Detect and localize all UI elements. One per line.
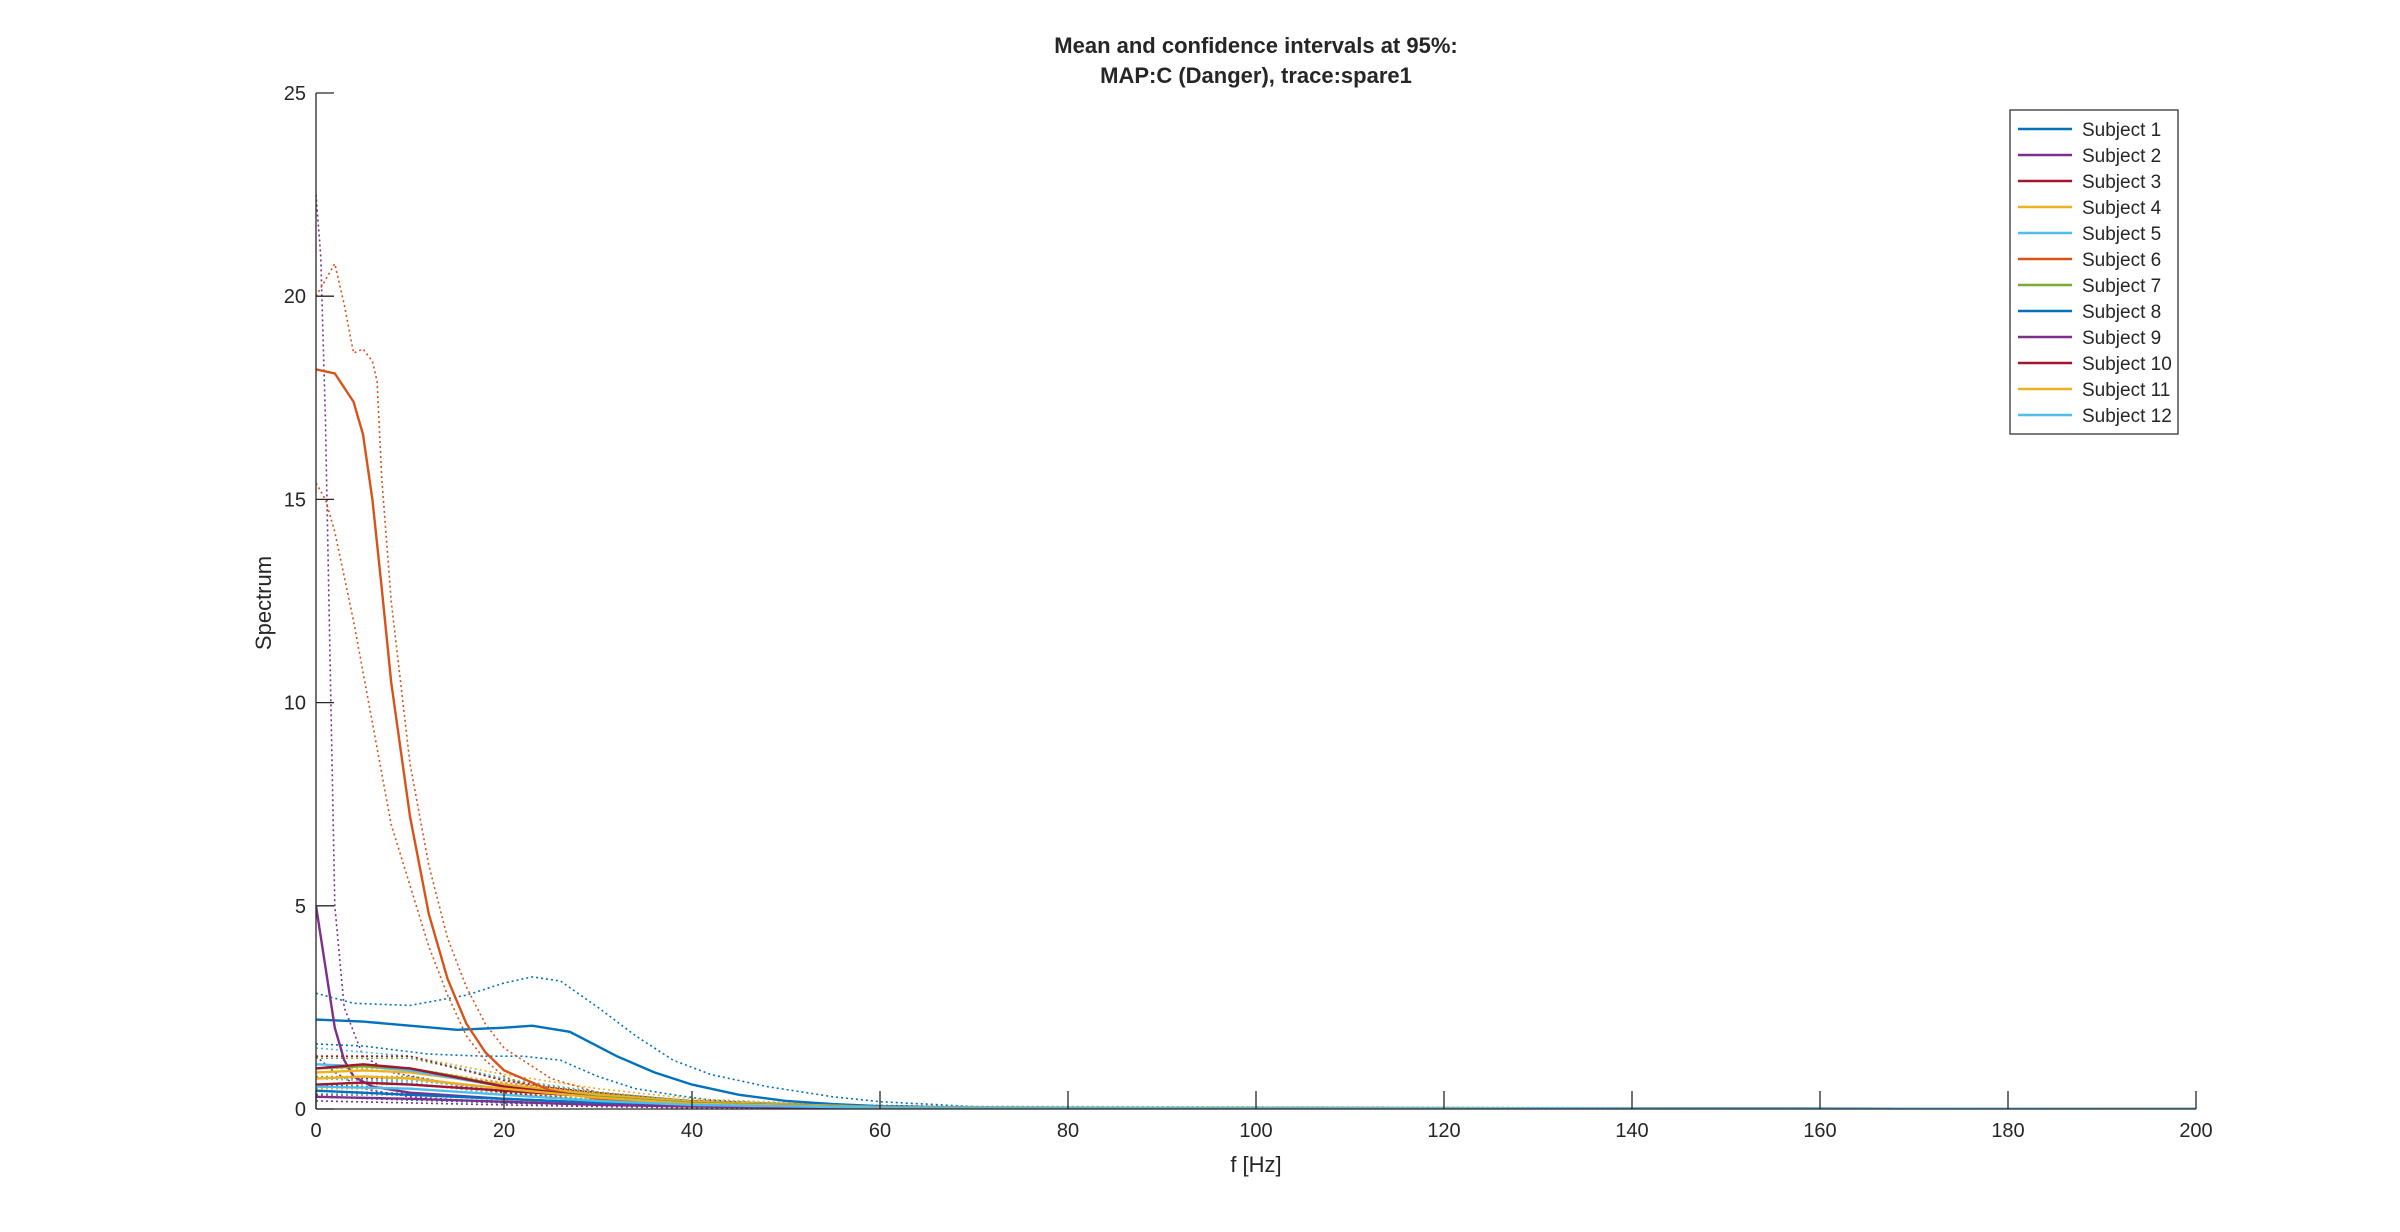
- x-tick-label: 120: [1427, 1120, 1460, 1142]
- legend-entry-label: Subject 12: [2082, 406, 2172, 427]
- x-tick-label: 20: [493, 1120, 515, 1142]
- x-tick-label: 0: [310, 1120, 321, 1142]
- y-tick-label: 15: [284, 489, 306, 511]
- x-tick-label: 80: [1057, 1120, 1079, 1142]
- y-tick-label: 10: [284, 693, 306, 715]
- legend-entry-label: Subject 1: [2082, 120, 2161, 141]
- series-1-ci-upper: [316, 976, 2196, 1109]
- y-tick-label: 25: [284, 83, 306, 105]
- legend-entry-label: Subject 5: [2082, 224, 2161, 245]
- x-tick-label: 60: [869, 1120, 891, 1142]
- y-tick-label: 5: [295, 896, 306, 918]
- x-tick-label: 40: [681, 1120, 703, 1142]
- x-tick-label: 160: [1803, 1120, 1836, 1142]
- series-6-ci-lower: [316, 482, 2196, 1109]
- legend-entry-label: Subject 4: [2082, 198, 2162, 219]
- legend-entry-label: Subject 7: [2082, 276, 2161, 297]
- chart-subtitle: MAP:C (Danger), trace:spare1: [1100, 63, 1412, 88]
- x-tick-label: 200: [2179, 1120, 2212, 1142]
- legend-entry-label: Subject 8: [2082, 302, 2161, 323]
- series-6-ci-upper: [316, 261, 2196, 1109]
- legend-entry-label: Subject 2: [2082, 146, 2161, 167]
- y-tick-label: 20: [284, 286, 306, 308]
- axes: 0 20 40 60 80 100 120 140 160 180 200 0 5 10 15 20 25: [284, 83, 2213, 1142]
- y-tick-label: 0: [295, 1099, 306, 1121]
- x-axis-label: f [Hz]: [1230, 1152, 1281, 1177]
- x-tick-label: 180: [1991, 1120, 2024, 1142]
- legend-entry-label: Subject 9: [2082, 328, 2161, 349]
- plot-area: [316, 194, 2196, 1109]
- legend-entry-label: Subject 3: [2082, 172, 2161, 193]
- x-tick-label: 100: [1239, 1120, 1272, 1142]
- series-2-ci-upper: [316, 194, 2196, 1109]
- x-tick-label: 140: [1615, 1120, 1648, 1142]
- chart-title: Mean and confidence intervals at 95%:: [1054, 33, 1457, 58]
- legend-entry-label: Subject 10: [2082, 354, 2172, 375]
- legend-box: [2009, 109, 2179, 435]
- series-1-ci-lower: [316, 1043, 2196, 1109]
- legend-entry-label: Subject 6: [2082, 250, 2161, 271]
- y-axis-label: Spectrum: [251, 556, 276, 650]
- legend: Subject 1 Subject 2 Subject 3 Subject 4 Subj…: [2009, 109, 2179, 435]
- series-6-mean-line: [316, 368, 2196, 1109]
- legend-entry-label: Subject 11: [2082, 380, 2170, 401]
